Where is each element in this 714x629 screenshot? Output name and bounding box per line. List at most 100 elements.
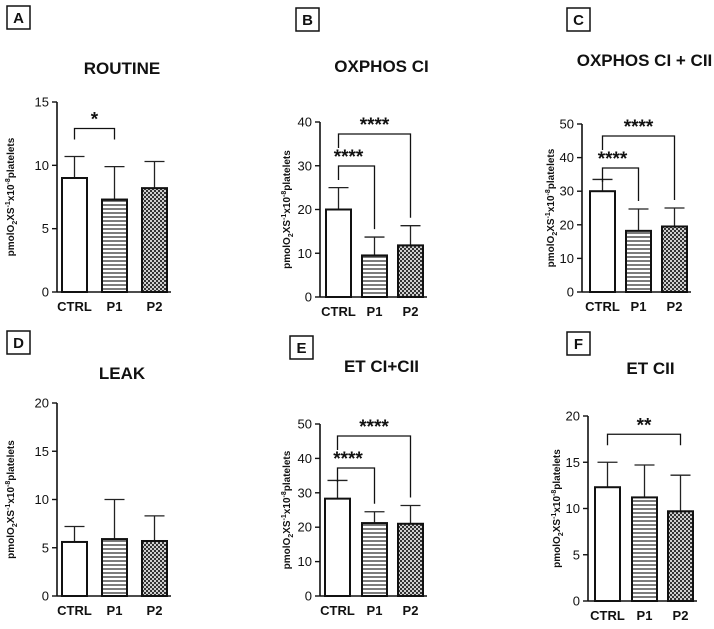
x-tick-label: CTRL <box>57 603 92 618</box>
x-tick-label: P1 <box>107 299 123 314</box>
y-axis-label-sub2: 2 <box>288 233 295 237</box>
chart-title: OXPHOS CI + CII <box>577 51 713 70</box>
y-tick-label: 30 <box>298 158 312 173</box>
y-tick-label: 5 <box>42 221 49 236</box>
y-tick-label: 5 <box>573 547 580 562</box>
bar-ctrl <box>594 486 621 603</box>
x-tick-label: CTRL <box>585 299 620 314</box>
panel-letter-box <box>295 7 320 32</box>
y-tick-label: 50 <box>298 417 312 432</box>
panel-letter-box <box>566 7 591 32</box>
y-axis-label-sup2: -8 <box>545 189 552 195</box>
bar-p2 <box>397 244 424 298</box>
significance-label: **** <box>333 449 363 470</box>
y-tick-label: 10 <box>560 251 574 266</box>
panel-letter: B <box>302 12 313 29</box>
bar-p1 <box>101 538 128 598</box>
y-axis-label-sub2: 2 <box>288 534 295 538</box>
y-tick-label: 10 <box>35 492 49 507</box>
x-tick-label: P2 <box>673 608 689 623</box>
y-tick-label: 10 <box>298 554 312 569</box>
y-tick-label: 40 <box>298 115 312 130</box>
panel-letter: E <box>296 340 306 357</box>
x-tick-label: P2 <box>667 299 683 314</box>
significance-bracket <box>601 167 640 202</box>
bar-p2 <box>141 187 168 293</box>
chart-title: OXPHOS CI <box>334 57 428 76</box>
y-tick-label: 15 <box>566 455 580 470</box>
y-axis-label-prefix: pmolO <box>282 237 293 269</box>
y-tick-label: 20 <box>35 396 49 411</box>
significance-bracket <box>337 165 376 230</box>
panel-letter: C <box>573 12 584 29</box>
y-axis-label-suffix: platelets <box>546 148 557 189</box>
y-tick-label: 20 <box>560 217 574 232</box>
y-axis-label-mid: XS <box>552 519 563 533</box>
x-tick-label: P1 <box>367 603 383 618</box>
y-axis-label-prefix: pmolO <box>546 235 557 267</box>
y-axis-label-sub2: 2 <box>12 523 19 527</box>
y-tick-label: 0 <box>573 594 580 609</box>
panel-letter: F <box>574 336 583 353</box>
bar-ctrl <box>325 208 352 298</box>
bar-p2 <box>661 225 688 293</box>
x-tick-label: P2 <box>147 299 163 314</box>
bar-p2 <box>141 539 168 597</box>
panel-b: B OXPHOS CI 0 10 20 30 40 pmolO2XS-1x10-8platel… <box>281 7 429 319</box>
x-tick-label: CTRL <box>590 608 625 623</box>
x-tick-label: CTRL <box>320 603 355 618</box>
bar-p2 <box>667 510 694 602</box>
x-tick-label: P1 <box>367 304 383 319</box>
y-axis-label-sup1: -1 <box>281 514 288 520</box>
panel-letter: A <box>13 10 24 27</box>
significance-bracket <box>606 433 682 446</box>
y-axis-label-sub2: 2 <box>558 532 565 536</box>
bar-p2 <box>397 522 424 598</box>
panel-c: C OXPHOS CI + CII 0 10 20 30 40 50 pmolO2XS-1x10… <box>545 7 713 314</box>
significance-bracket <box>601 135 676 200</box>
y-tick-label: 30 <box>298 485 312 500</box>
y-axis-label-suffix: platelets <box>6 137 17 178</box>
y-axis-label-sup2: -8 <box>551 490 558 496</box>
significance-label: **** <box>598 149 628 170</box>
y-axis-label-sup2: -8 <box>281 191 288 197</box>
bar-p1 <box>101 198 128 294</box>
y-tick-label: 50 <box>560 117 574 132</box>
y-tick-label: 0 <box>567 285 574 300</box>
y-axis-label-sup2: -8 <box>5 178 12 184</box>
panel-f: F ET CII 0 5 10 15 20 pmolO2XS-1x10-8platelets C… <box>551 331 697 623</box>
x-tick-label: CTRL <box>321 304 356 319</box>
y-axis-label-sub2: 2 <box>12 221 19 225</box>
significance-label: **** <box>359 417 389 438</box>
significance-label: * <box>91 109 99 130</box>
y-axis-label-sup1: -1 <box>281 214 288 220</box>
x-tick-label: P1 <box>107 603 123 618</box>
y-axis-label: pmolO2XS-1x10-8platelets <box>281 450 295 569</box>
chart-title: ET CII <box>626 359 674 378</box>
y-axis-label-sup1: -1 <box>545 212 552 218</box>
y-axis-label-mid2: x10 <box>282 197 293 214</box>
y-axis-label-mid: XS <box>282 520 293 534</box>
y-axis-label-suffix: platelets <box>282 150 293 191</box>
x-tick-label: P2 <box>403 304 419 319</box>
y-axis-label-mid2: x10 <box>282 497 293 514</box>
x-tick-label: P1 <box>637 608 653 623</box>
panel-d: D LEAK 0 5 10 15 20 pmolO2XS-1x10-8platelets CTR… <box>5 330 171 618</box>
bar-p1 <box>631 496 658 602</box>
y-axis-label-prefix: pmolO <box>6 527 17 559</box>
y-tick-label: 20 <box>298 520 312 535</box>
y-tick-label: 0 <box>305 589 312 604</box>
y-axis-label-prefix: pmolO <box>6 224 17 256</box>
x-tick-label: P2 <box>403 603 419 618</box>
y-axis-label-mid: XS <box>6 207 17 221</box>
y-axis-label-sup2: -8 <box>5 481 12 487</box>
y-axis-label: pmolO2XS-1x10-8platelets <box>281 150 295 269</box>
chart-title: LEAK <box>99 364 146 383</box>
y-tick-label: 15 <box>35 95 49 110</box>
y-tick-label: 20 <box>298 202 312 217</box>
x-tick-label: CTRL <box>57 299 92 314</box>
significance-bracket <box>73 127 116 140</box>
bar-ctrl <box>61 177 88 293</box>
bar-p1 <box>625 229 652 294</box>
